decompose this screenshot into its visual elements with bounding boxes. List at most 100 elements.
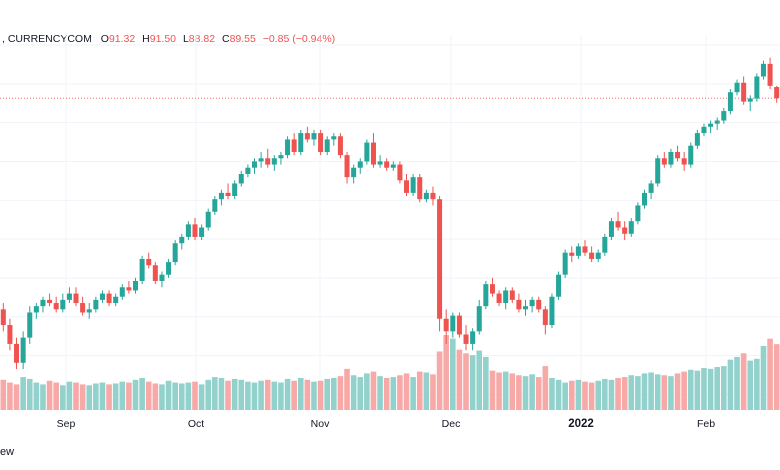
volume-bar <box>165 380 172 410</box>
candle-body <box>681 158 687 165</box>
volume-bar <box>238 379 245 410</box>
volume-bar <box>410 377 416 410</box>
volume-bar <box>152 383 159 410</box>
volume-bar <box>416 371 423 410</box>
volume-bar <box>331 377 337 410</box>
volume-bar <box>654 374 661 410</box>
candle-body <box>126 287 132 291</box>
footer-label: ew <box>0 446 15 458</box>
volume-bar <box>13 384 20 410</box>
candle-body <box>0 309 6 326</box>
volume-bar <box>542 366 549 410</box>
candle-body <box>212 199 218 212</box>
candle-body <box>503 290 509 304</box>
volume-bar <box>648 372 654 410</box>
volume-bar <box>476 350 483 410</box>
candle-body <box>47 299 53 304</box>
candle-body <box>364 142 370 162</box>
candle-body <box>582 246 588 253</box>
candle-body <box>701 126 707 134</box>
volume-bar <box>430 374 436 410</box>
volume-bar <box>231 378 238 410</box>
volume-bar <box>212 377 218 410</box>
volume-bar <box>687 369 694 410</box>
volume-bar <box>26 378 33 410</box>
open-value: 91.32 <box>108 33 136 45</box>
volume-bar <box>674 373 681 410</box>
candle-body <box>119 287 125 297</box>
volume-bar <box>251 382 258 410</box>
candle-body <box>668 151 674 165</box>
volume-bar <box>602 378 608 410</box>
x-axis-tick-label: Dec <box>442 418 461 430</box>
volume-bar <box>344 368 350 410</box>
x-axis-tick-label: Nov <box>311 418 330 430</box>
high-value: 91.50 <box>149 33 177 45</box>
volume-bar <box>721 366 727 410</box>
candle-body <box>727 92 733 112</box>
candle-body <box>450 315 456 332</box>
volume-bar <box>79 384 86 410</box>
candle-body <box>575 246 581 256</box>
candle-body <box>714 120 720 124</box>
volume-bar <box>734 356 740 410</box>
candle-body <box>635 205 641 222</box>
candle-body <box>311 133 317 140</box>
candle-body <box>641 192 648 206</box>
volume-bar <box>86 385 93 410</box>
volume-bar <box>370 371 377 410</box>
candle-body <box>741 82 747 102</box>
volume-bar <box>582 381 588 410</box>
candle-body <box>529 299 535 307</box>
candle-body <box>238 174 244 184</box>
volume-bar <box>93 383 99 410</box>
x-axis-tick-label: Feb <box>697 418 715 430</box>
candle-body <box>622 227 628 234</box>
volume-bar <box>264 379 271 410</box>
volume-bar <box>463 353 469 410</box>
candle-body <box>708 123 714 127</box>
volume-bar <box>258 380 264 410</box>
low-value: 88.82 <box>188 33 216 45</box>
volume-bar <box>317 380 324 410</box>
candle-body <box>562 252 568 275</box>
candle-body <box>602 236 608 253</box>
candle-body <box>470 331 476 344</box>
candle-body <box>549 296 555 326</box>
candle-body <box>132 280 139 291</box>
volume-bar <box>489 370 496 410</box>
volume-bar <box>727 359 734 410</box>
volume-bar <box>628 375 635 410</box>
volume-bar <box>7 382 13 410</box>
candle-body <box>93 299 99 310</box>
volume-bar <box>588 382 595 410</box>
candle-body <box>199 227 205 237</box>
volume-bar <box>172 382 178 410</box>
candle-body <box>463 334 469 344</box>
volume-bar <box>0 379 7 410</box>
candle-body <box>80 303 86 313</box>
candle-body <box>113 296 119 304</box>
candle-body <box>318 133 324 152</box>
volume-bar <box>311 381 317 410</box>
volume-bar <box>218 377 225 410</box>
volume-bar <box>245 381 251 410</box>
candle-body <box>556 274 562 297</box>
low-label: L <box>182 33 189 45</box>
candle-body <box>304 133 310 140</box>
candle-body <box>185 224 191 237</box>
volume-bar <box>621 377 628 410</box>
volume-bar <box>701 367 707 410</box>
candle-body <box>146 258 152 266</box>
volume-bar <box>297 377 304 410</box>
volume-bar <box>46 380 53 410</box>
x-axis-tick-label: Oct <box>188 418 204 430</box>
volume-bar <box>192 381 198 410</box>
volume-bar <box>529 374 535 410</box>
candle-body <box>377 161 383 165</box>
candle-body <box>172 243 178 263</box>
volume-bar <box>767 338 773 410</box>
candle-body <box>516 299 522 310</box>
volume-bar <box>555 379 562 410</box>
